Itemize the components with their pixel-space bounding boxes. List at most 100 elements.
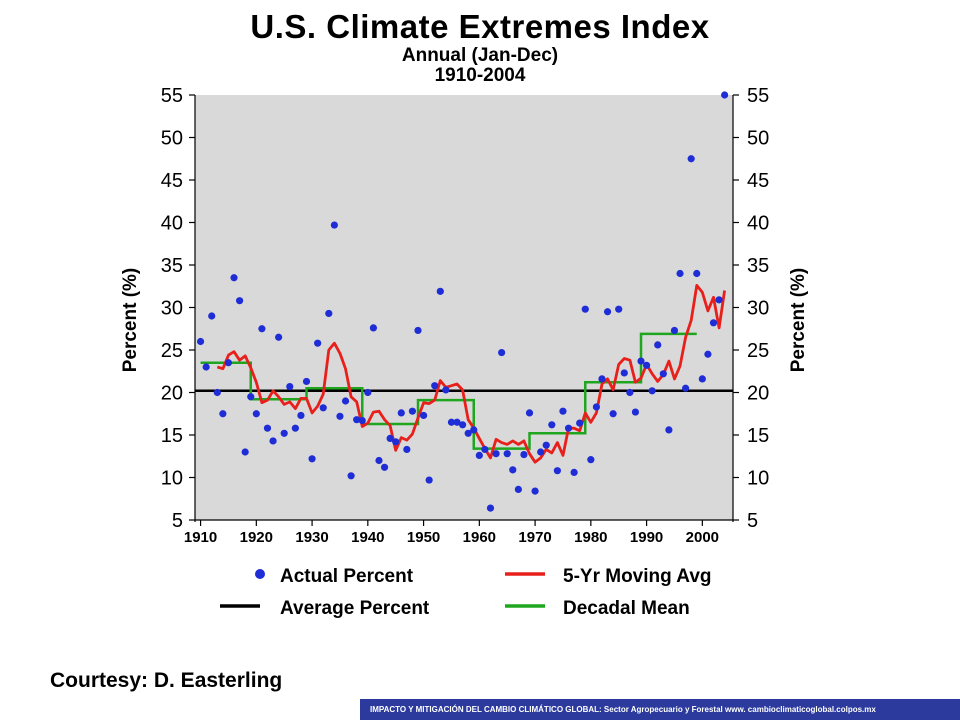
y-tick-label: 40 bbox=[161, 213, 183, 235]
actual-percent-point bbox=[587, 456, 595, 464]
actual-percent-point bbox=[581, 305, 589, 313]
x-tick-label: 1920 bbox=[240, 529, 273, 546]
y-tick-label-right: 20 bbox=[747, 383, 769, 405]
actual-percent-point bbox=[425, 476, 433, 484]
actual-percent-point bbox=[721, 91, 729, 99]
actual-percent-point bbox=[386, 434, 394, 442]
actual-percent-point bbox=[252, 410, 260, 418]
y-tick-label: 35 bbox=[161, 255, 183, 277]
actual-percent-point bbox=[576, 419, 584, 427]
x-tick-label: 1910 bbox=[184, 529, 217, 546]
footer-bar: IMPACTO Y MITIGACIÓN DEL CAMBIO CLIMÁTIC… bbox=[360, 699, 960, 720]
y-tick-label: 15 bbox=[161, 425, 183, 447]
actual-percent-point bbox=[325, 309, 333, 318]
legend-label-decadal: Decadal Mean bbox=[563, 598, 690, 619]
actual-percent-point bbox=[208, 312, 216, 320]
x-tick-label: 1950 bbox=[407, 529, 440, 546]
actual-percent-point bbox=[380, 463, 389, 471]
y-tick-label: 25 bbox=[161, 340, 183, 362]
chart-subtitle: Annual (Jan-Dec) bbox=[401, 45, 559, 66]
actual-percent-point bbox=[682, 384, 690, 392]
y-tick-label-right: 5 bbox=[747, 510, 758, 532]
chart-title: U.S. Climate Extremes Index bbox=[250, 8, 710, 45]
actual-percent-point bbox=[598, 375, 606, 383]
y-axis-title-right: Percent (%) bbox=[788, 268, 809, 373]
actual-percent-point bbox=[687, 155, 695, 163]
actual-percent-point bbox=[570, 468, 578, 476]
x-tick-label: 2000 bbox=[686, 529, 719, 546]
actual-percent-point bbox=[275, 333, 283, 341]
actual-percent-point bbox=[654, 341, 662, 349]
y-tick-label: 20 bbox=[161, 383, 183, 405]
actual-percent-point bbox=[297, 411, 305, 420]
actual-percent-point bbox=[648, 387, 656, 395]
actual-percent-point bbox=[224, 359, 233, 367]
actual-percent-point bbox=[280, 429, 288, 437]
y-tick-label: 50 bbox=[161, 128, 183, 150]
actual-percent-point bbox=[559, 407, 567, 415]
actual-percent-point bbox=[414, 326, 422, 335]
actual-percent-point bbox=[659, 370, 667, 378]
legend-label-actual: Actual Percent bbox=[280, 566, 414, 587]
actual-percent-point bbox=[314, 339, 322, 347]
actual-percent-point bbox=[202, 363, 210, 371]
y-tick-label: 5 bbox=[172, 510, 183, 532]
actual-percent-point bbox=[509, 466, 517, 474]
y-tick-label-right: 45 bbox=[747, 170, 769, 192]
actual-percent-point bbox=[319, 404, 327, 412]
decadal-mean-line bbox=[200, 332, 697, 450]
y-tick-label-right: 25 bbox=[747, 340, 769, 362]
actual-percent-point bbox=[464, 429, 472, 437]
actual-percent-point bbox=[269, 437, 277, 445]
actual-percent-point bbox=[542, 441, 550, 449]
actual-percent-point bbox=[419, 411, 428, 420]
actual-percent-point bbox=[369, 324, 378, 332]
y-tick-label-right: 15 bbox=[747, 425, 769, 447]
actual-percent-point bbox=[308, 455, 316, 463]
actual-percent-point bbox=[230, 274, 238, 282]
x-tick-label: 1970 bbox=[518, 529, 551, 546]
y-tick-label-right: 35 bbox=[747, 255, 769, 277]
actual-percent-point bbox=[431, 382, 439, 390]
x-tick-label: 1930 bbox=[295, 529, 328, 546]
actual-percent-point bbox=[397, 409, 405, 417]
y-tick-label-right: 55 bbox=[747, 85, 769, 107]
actual-percent-point bbox=[615, 305, 623, 313]
actual-percent-point bbox=[219, 410, 227, 418]
actual-percent-point bbox=[492, 450, 500, 458]
actual-percent-point bbox=[676, 269, 684, 278]
actual-percent-point bbox=[592, 403, 601, 411]
actual-percent-point bbox=[263, 424, 272, 432]
actual-percent-point bbox=[364, 388, 372, 397]
actual-percent-point bbox=[408, 407, 417, 415]
actual-percent-point bbox=[347, 472, 355, 480]
actual-percent-point bbox=[403, 445, 411, 454]
actual-percent-point bbox=[670, 326, 679, 335]
actual-percent-point bbox=[715, 296, 723, 304]
actual-percent-point bbox=[698, 375, 706, 383]
actual-percent-point bbox=[213, 388, 221, 397]
chart-period: 1910-2004 bbox=[434, 65, 526, 86]
y-tick-label-right: 40 bbox=[747, 213, 769, 235]
y-tick-label: 45 bbox=[161, 170, 183, 192]
actual-percent-point bbox=[353, 416, 361, 424]
actual-percent-point bbox=[537, 448, 545, 456]
credit-text: Courtesy: D. Easterling bbox=[50, 669, 283, 692]
actual-percent-point bbox=[196, 337, 205, 346]
actual-percent-point bbox=[637, 357, 645, 365]
actual-percent-point bbox=[693, 269, 701, 278]
actual-percent-point bbox=[436, 287, 444, 295]
actual-percent-point bbox=[564, 424, 573, 432]
actual-percent-point bbox=[236, 297, 244, 305]
legend-dot-actual bbox=[255, 569, 265, 579]
actual-percent-point bbox=[302, 377, 311, 386]
actual-percent-point bbox=[459, 421, 467, 429]
actual-percent-point bbox=[481, 445, 489, 454]
actual-percent-point bbox=[241, 448, 249, 456]
actual-percent-point bbox=[442, 386, 450, 394]
actual-percent-point bbox=[603, 308, 612, 316]
actual-percent-point bbox=[358, 416, 366, 425]
actual-percent-point bbox=[392, 438, 400, 446]
actual-percent-point bbox=[247, 393, 255, 401]
